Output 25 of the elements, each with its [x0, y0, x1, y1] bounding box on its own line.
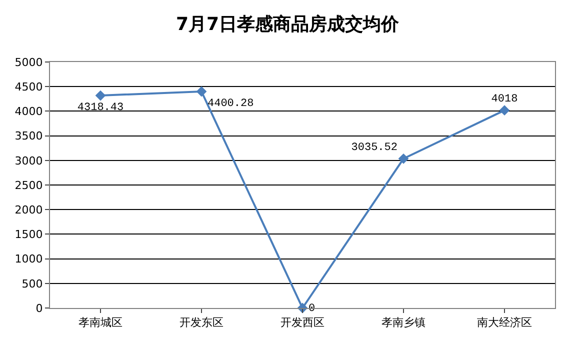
point	[499, 105, 510, 116]
data-label: 4018	[491, 94, 518, 106]
y-tick-label: 5000	[14, 56, 43, 69]
y-tick-label: 1000	[14, 252, 43, 266]
x-tick-label: 孝南城区	[78, 316, 122, 330]
x-tick-label: 孝南乡镇	[382, 316, 426, 330]
y-tick-label: 4500	[14, 80, 43, 94]
y-tick-label: 500	[22, 277, 43, 290]
y-tick-label: 3500	[14, 130, 43, 143]
y-tick-label: 2500	[14, 178, 43, 192]
x-tick-label: 开发西区	[280, 316, 324, 330]
y-tick-label: 1500	[14, 228, 43, 242]
x-tick-label: 南大经济区	[477, 316, 532, 330]
y-tick-label: 3000	[14, 154, 43, 168]
data-label: 3035.52	[351, 142, 398, 154]
y-tick-label: 2000	[14, 203, 43, 216]
point	[95, 90, 106, 101]
data-label: 4318.43	[77, 102, 124, 114]
point	[196, 86, 207, 97]
y-tick-label: 0	[36, 302, 43, 315]
chart-title: 7月7日孝感商品房成交均价	[176, 14, 400, 35]
point	[398, 153, 409, 164]
data-label: 4400.28	[208, 98, 254, 110]
x-tick-label: 开发东区	[180, 316, 224, 330]
y-tick-label: 4000	[14, 105, 43, 118]
